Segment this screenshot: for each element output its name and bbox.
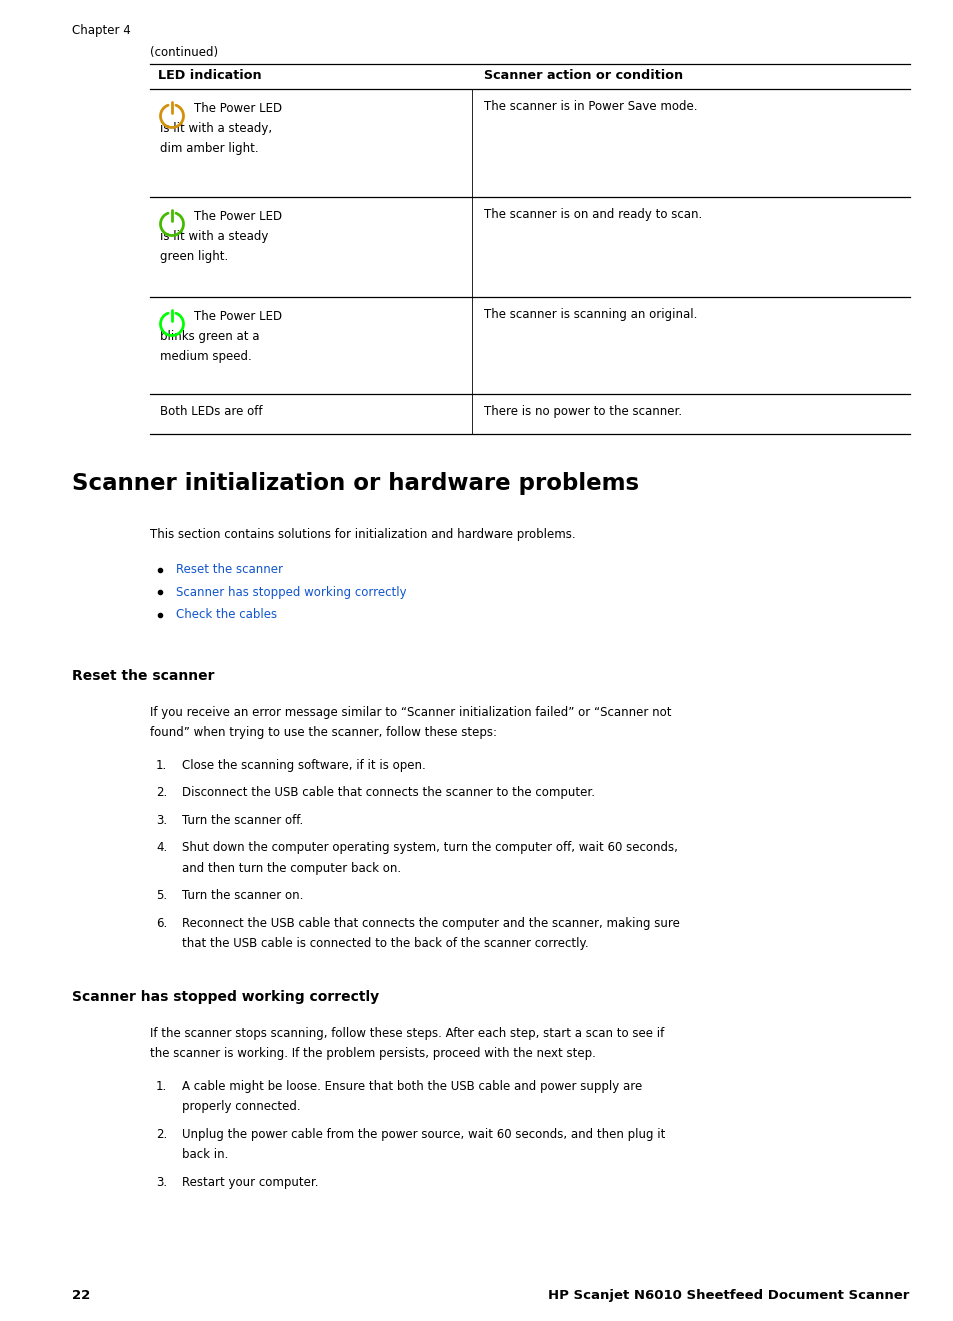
- Text: 6.: 6.: [156, 917, 167, 930]
- Text: green light.: green light.: [160, 250, 228, 263]
- Text: Check the cables: Check the cables: [175, 608, 276, 621]
- Text: If the scanner stops scanning, follow these steps. After each step, start a scan: If the scanner stops scanning, follow th…: [150, 1026, 663, 1040]
- Text: Turn the scanner off.: Turn the scanner off.: [182, 814, 303, 827]
- Text: Chapter 4: Chapter 4: [71, 24, 131, 37]
- Text: Reset the scanner: Reset the scanner: [175, 563, 283, 576]
- Text: The scanner is in Power Save mode.: The scanner is in Power Save mode.: [483, 100, 697, 114]
- Text: There is no power to the scanner.: There is no power to the scanner.: [483, 406, 681, 417]
- Text: If you receive an error message similar to “Scanner initialization failed” or “S: If you receive an error message similar …: [150, 705, 671, 719]
- Text: Scanner action or condition: Scanner action or condition: [483, 69, 682, 82]
- Text: 2.: 2.: [156, 1128, 167, 1140]
- Text: (continued): (continued): [150, 46, 218, 59]
- Text: Reconnect the USB cable that connects the computer and the scanner, making sure: Reconnect the USB cable that connects th…: [182, 917, 679, 930]
- Text: 3.: 3.: [156, 1176, 167, 1189]
- Text: 1.: 1.: [156, 758, 167, 771]
- Text: and then turn the computer back on.: and then turn the computer back on.: [182, 861, 400, 875]
- Text: Disconnect the USB cable that connects the scanner to the computer.: Disconnect the USB cable that connects t…: [182, 786, 595, 799]
- Text: 3.: 3.: [156, 814, 167, 827]
- Text: found” when trying to use the scanner, follow these steps:: found” when trying to use the scanner, f…: [150, 727, 497, 738]
- Text: dim amber light.: dim amber light.: [160, 141, 258, 155]
- Text: The Power LED: The Power LED: [193, 102, 281, 115]
- Text: A cable might be loose. Ensure that both the USB cable and power supply are: A cable might be loose. Ensure that both…: [182, 1079, 641, 1092]
- Text: is lit with a steady,: is lit with a steady,: [160, 122, 272, 135]
- Text: that the USB cable is connected to the back of the scanner correctly.: that the USB cable is connected to the b…: [182, 937, 588, 950]
- Text: Scanner has stopped working correctly: Scanner has stopped working correctly: [175, 585, 406, 598]
- Text: This section contains solutions for initialization and hardware problems.: This section contains solutions for init…: [150, 528, 575, 542]
- Text: Close the scanning software, if it is open.: Close the scanning software, if it is op…: [182, 758, 425, 771]
- Text: blinks green at a: blinks green at a: [160, 330, 259, 343]
- Text: is lit with a steady: is lit with a steady: [160, 230, 268, 243]
- Text: Unplug the power cable from the power source, wait 60 seconds, and then plug it: Unplug the power cable from the power so…: [182, 1128, 664, 1140]
- Text: The scanner is on and ready to scan.: The scanner is on and ready to scan.: [483, 207, 701, 221]
- Text: The Power LED: The Power LED: [193, 210, 281, 223]
- Text: Shut down the computer operating system, turn the computer off, wait 60 seconds,: Shut down the computer operating system,…: [182, 841, 678, 853]
- Text: medium speed.: medium speed.: [160, 350, 252, 363]
- Text: Scanner initialization or hardware problems: Scanner initialization or hardware probl…: [71, 472, 639, 495]
- Text: 2.: 2.: [156, 786, 167, 799]
- Text: the scanner is working. If the problem persists, proceed with the next step.: the scanner is working. If the problem p…: [150, 1048, 596, 1059]
- Text: LED indication: LED indication: [158, 69, 261, 82]
- Text: Restart your computer.: Restart your computer.: [182, 1176, 318, 1189]
- Text: HP Scanjet N6010 Sheetfeed Document Scanner: HP Scanjet N6010 Sheetfeed Document Scan…: [547, 1289, 908, 1303]
- Text: 1.: 1.: [156, 1079, 167, 1092]
- Text: Both LEDs are off: Both LEDs are off: [160, 406, 262, 417]
- Text: Scanner has stopped working correctly: Scanner has stopped working correctly: [71, 989, 378, 1004]
- Text: The Power LED: The Power LED: [193, 310, 281, 324]
- Text: 4.: 4.: [156, 841, 167, 853]
- Text: Reset the scanner: Reset the scanner: [71, 668, 214, 683]
- Text: 22: 22: [71, 1289, 91, 1303]
- Text: properly connected.: properly connected.: [182, 1100, 300, 1114]
- Text: 5.: 5.: [156, 889, 167, 902]
- Text: back in.: back in.: [182, 1148, 228, 1161]
- Text: Turn the scanner on.: Turn the scanner on.: [182, 889, 303, 902]
- Text: The scanner is scanning an original.: The scanner is scanning an original.: [483, 308, 697, 321]
